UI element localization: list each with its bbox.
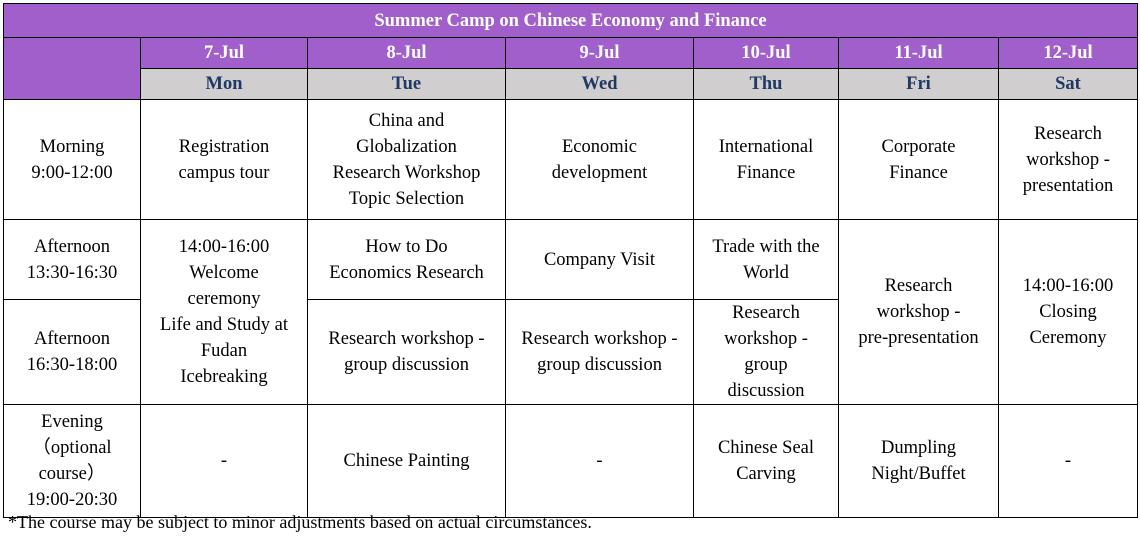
day-header: Tue: [307, 68, 506, 100]
corner-cell: [3, 37, 141, 100]
session-cell: -: [140, 404, 308, 518]
footnote: *The course may be subject to minor adju…: [8, 512, 592, 532]
session-cell: Chinese Painting: [307, 404, 506, 518]
date-header: 9-Jul: [505, 37, 694, 69]
session-cell: 14:00-16:00 Closing Ceremony: [998, 219, 1138, 405]
session-cell: -: [505, 404, 694, 518]
day-header: Sat: [998, 68, 1138, 100]
slot-label: Morning 9:00-12:00: [3, 99, 141, 220]
date-header: 11-Jul: [838, 37, 999, 69]
session-cell: Registration campus tour: [140, 99, 308, 220]
session-cell: Research workshop - presentation: [998, 99, 1138, 220]
day-header: Mon: [140, 68, 308, 100]
session-cell: Company Visit: [505, 219, 694, 300]
session-cell: Dumpling Night/Buffet: [838, 404, 999, 518]
session-cell: International Finance: [693, 99, 839, 220]
session-cell: How to Do Economics Research: [307, 219, 506, 300]
session-cell: China and Globalization Research Worksho…: [307, 99, 506, 220]
date-header: 7-Jul: [140, 37, 308, 69]
session-cell: Research workshop - pre-presentation: [838, 219, 999, 405]
day-header: Wed: [505, 68, 694, 100]
slot-label: Afternoon 13:30-16:30: [3, 219, 141, 300]
session-cell: Corporate Finance: [838, 99, 999, 220]
session-cell: Research workshop - group discussion: [307, 299, 506, 405]
session-cell: -: [998, 404, 1138, 518]
day-header: Thu: [693, 68, 839, 100]
session-cell: Economic development: [505, 99, 694, 220]
table-title: Summer Camp on Chinese Economy and Finan…: [3, 3, 1138, 38]
session-cell: Chinese Seal Carving: [693, 404, 839, 518]
day-header: Fri: [838, 68, 999, 100]
slot-label: Afternoon 16:30-18:00: [3, 299, 141, 405]
date-header: 12-Jul: [998, 37, 1138, 69]
date-header: 10-Jul: [693, 37, 839, 69]
slot-label: Evening （optional course） 19:00-20:30: [3, 404, 141, 518]
session-cell: Research workshop - group discussion: [693, 299, 839, 405]
session-cell: Trade with the World: [693, 219, 839, 300]
session-cell: Research workshop - group discussion: [505, 299, 694, 405]
schedule-table: Summer Camp on Chinese Economy and Finan…: [3, 3, 1138, 518]
session-cell: 14:00-16:00 Welcome ceremony Life and St…: [140, 219, 308, 405]
date-header: 8-Jul: [307, 37, 506, 69]
